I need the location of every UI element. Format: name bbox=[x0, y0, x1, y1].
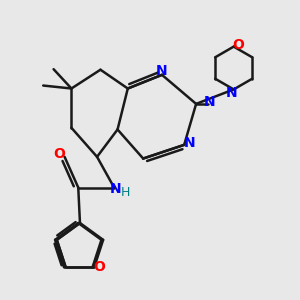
Text: N: N bbox=[226, 86, 237, 100]
Text: N: N bbox=[204, 95, 215, 110]
Text: N: N bbox=[156, 64, 168, 78]
Text: N: N bbox=[184, 136, 195, 150]
Text: H: H bbox=[121, 186, 130, 200]
Text: O: O bbox=[53, 148, 65, 161]
Text: O: O bbox=[93, 260, 105, 274]
Text: O: O bbox=[232, 38, 244, 52]
Text: N: N bbox=[110, 182, 122, 196]
